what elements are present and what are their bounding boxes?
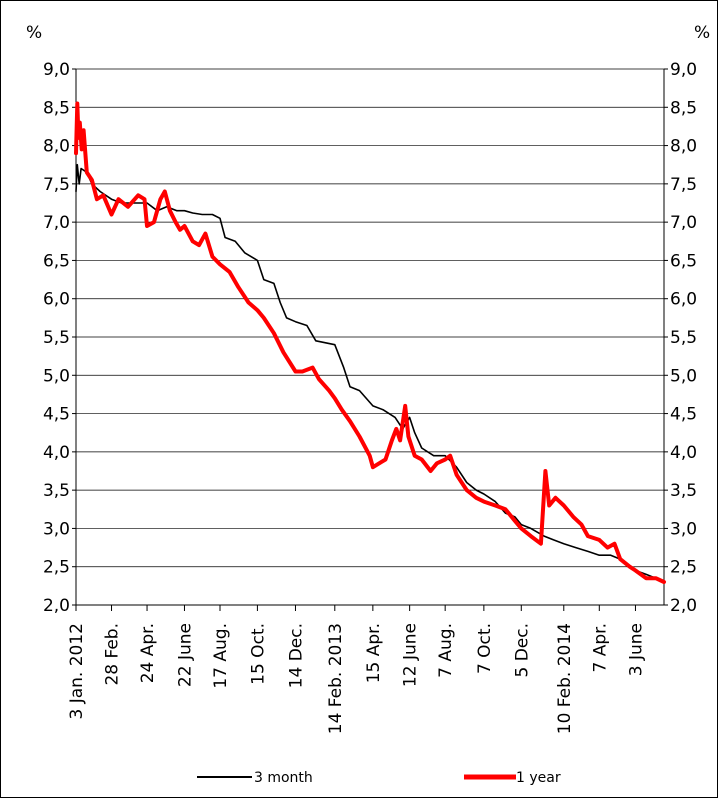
y-tick-label-right: 5,5 <box>670 328 697 348</box>
y-tick-label-right: 8,5 <box>670 98 697 118</box>
y-tick-label-left: 3,0 <box>43 519 70 539</box>
y-unit-left: % <box>26 23 42 43</box>
x-tick-label: 3 Jan. 2012 <box>67 623 87 720</box>
y-unit-right: % <box>694 23 710 43</box>
y-tick-label-left: 7,5 <box>43 175 70 195</box>
y-tick-label-left: 4,5 <box>43 405 70 425</box>
y-tick-label-left: 7,0 <box>43 213 70 233</box>
x-tick-label: 15 Oct. <box>248 623 268 685</box>
x-tick-label: 17 Aug. <box>211 623 231 689</box>
y-tick-label-right: 7,0 <box>670 213 697 233</box>
y-tick-label-right: 6,5 <box>670 251 697 271</box>
series-line <box>74 101 666 584</box>
x-tick-label: 5 Dec. <box>512 623 532 678</box>
y-tick-label-left: 5,0 <box>43 366 70 386</box>
y-tick-label-right: 3,5 <box>670 481 697 501</box>
y-tick-label-left: 2,5 <box>43 558 70 578</box>
x-tick-label: 7 Apr. <box>590 623 610 672</box>
series-line <box>75 163 665 583</box>
series-lines <box>74 101 666 584</box>
legend: 3 month 1 year <box>197 770 561 786</box>
y-tick-label-right: 3,0 <box>670 519 697 539</box>
y-tick-label-left: 5,5 <box>43 328 70 348</box>
legend-label: 3 month <box>254 770 313 786</box>
y-tick-label-right: 8,0 <box>670 137 697 157</box>
y-tick-label-right: 5,0 <box>670 366 697 386</box>
x-tick-label: 10 Feb. 2014 <box>555 623 575 734</box>
x-tick-label: 3 June <box>626 623 646 676</box>
x-tick-label: 28 Feb. <box>103 623 123 686</box>
y-ticks: 2,0 2,0 2,5 2,5 3,0 3,0 3,5 3,5 4,0 4,0 4,5 4,5 5,0 5… <box>43 60 697 616</box>
y-tick-label-left: 4,0 <box>43 443 70 463</box>
y-tick-label-left: 2,0 <box>43 596 70 616</box>
y-tick-label-left: 9,0 <box>43 60 70 80</box>
x-tick-label: 12 June <box>401 623 421 687</box>
y-tick-label-left: 6,0 <box>43 290 70 310</box>
y-tick-label-right: 4,0 <box>670 443 697 463</box>
x-ticks: 3 Jan. 2012 28 Feb. 24 Apr. 22 June 17 Aug. 1… <box>67 605 646 734</box>
y-tick-label-right: 4,5 <box>670 405 697 425</box>
y-tick-label-right: 9,0 <box>670 60 697 80</box>
y-tick-label-left: 8,0 <box>43 137 70 157</box>
x-tick-label: 14 Dec. <box>286 623 306 688</box>
y-tick-label-left: 6,5 <box>43 251 70 271</box>
x-tick-label: 7 Aug. <box>436 623 456 678</box>
legend-label: 1 year <box>516 770 561 786</box>
y-tick-label-right: 2,5 <box>670 558 697 578</box>
x-tick-label: 24 Apr. <box>138 623 158 683</box>
y-tick-label-left: 8,5 <box>43 98 70 118</box>
x-tick-label: 7 Oct. <box>475 623 495 674</box>
x-tick-label: 15 Apr. <box>364 623 384 683</box>
x-tick-label: 22 June <box>175 623 195 687</box>
y-tick-label-right: 6,0 <box>670 290 697 310</box>
y-tick-label-left: 3,5 <box>43 481 70 501</box>
grid-lines <box>76 68 664 568</box>
x-tick-label: 14 Feb. 2013 <box>326 623 346 734</box>
y-tick-label-right: 2,0 <box>670 596 697 616</box>
y-tick-label-right: 7,5 <box>670 175 697 195</box>
